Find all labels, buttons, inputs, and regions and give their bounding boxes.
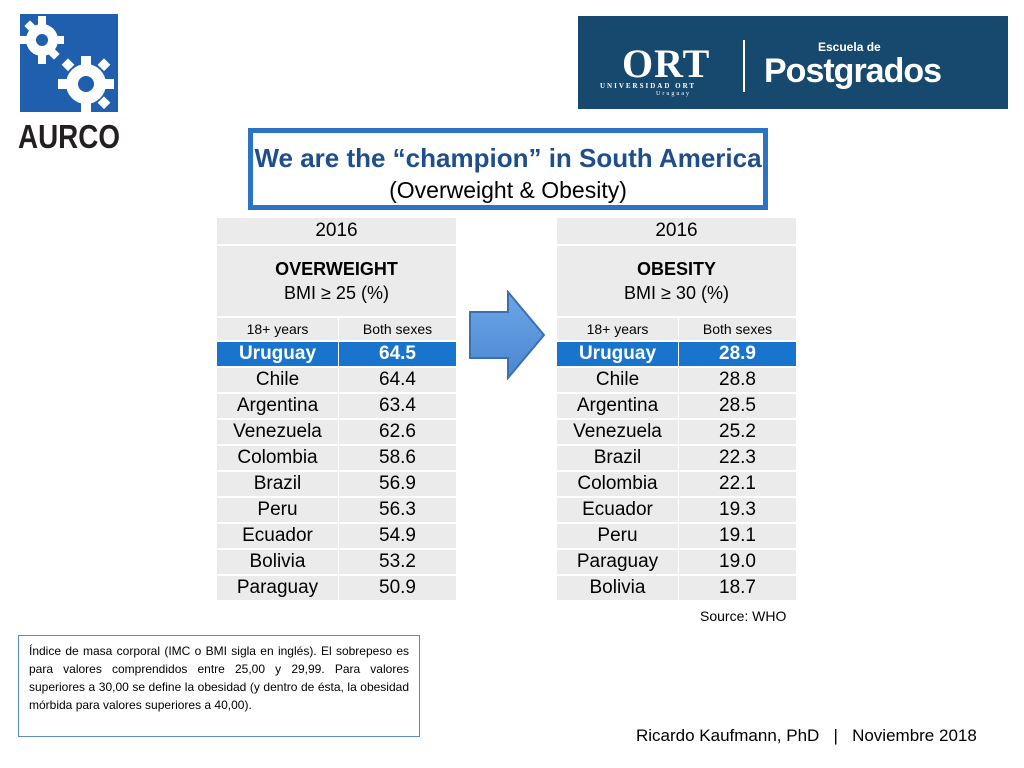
value-cell: 64.4 xyxy=(339,368,457,394)
table-row: Colombia 22.1 xyxy=(557,472,797,498)
country-cell: Brazil xyxy=(217,472,339,498)
table-row: Uruguay 28.9 xyxy=(557,342,797,368)
table-row: Venezuela 25.2 xyxy=(557,420,797,446)
table-row: Bolivia 18.7 xyxy=(557,576,797,602)
obesity-age: 18+ years xyxy=(557,318,679,342)
country-cell: Paraguay xyxy=(217,576,339,602)
slide-subtitle: (Overweight & Obesity) xyxy=(389,177,627,203)
value-cell: 56.3 xyxy=(339,498,457,524)
overweight-table: 2016 OVERWEIGHT BMI ≥ 25 (%) 18+ years B… xyxy=(217,218,457,602)
country-cell: Peru xyxy=(217,498,339,524)
table-row: Venezuela 62.6 xyxy=(217,420,457,446)
country-cell: Uruguay xyxy=(557,342,679,368)
aurco-wordmark: AURCO xyxy=(18,118,120,155)
value-cell: 64.5 xyxy=(339,342,457,368)
escuela-text: Escuela de xyxy=(818,40,881,54)
postgrados-text: Postgrados xyxy=(764,52,942,90)
obesity-table: 2016 OBESITY BMI ≥ 30 (%) 18+ years Both… xyxy=(557,218,797,602)
slide-title: We are the “champion” in South America xyxy=(254,143,762,173)
country-cell: Bolivia xyxy=(217,550,339,576)
right-arrow-icon xyxy=(469,290,546,380)
overweight-sexes: Both sexes xyxy=(339,318,457,342)
obesity-header: OBESITY BMI ≥ 30 (%) xyxy=(557,246,797,318)
value-cell: 22.3 xyxy=(679,446,797,472)
table-row: Brazil 56.9 xyxy=(217,472,457,498)
country-cell: Argentina xyxy=(557,394,679,420)
footer-credit: Ricardo Kaufmann, PhD | Noviembre 2018 xyxy=(636,726,977,745)
value-cell: 28.8 xyxy=(679,368,797,394)
table-row: Uruguay 64.5 xyxy=(217,342,457,368)
obesity-heading: OBESITY xyxy=(636,259,716,279)
table-row: Peru 19.1 xyxy=(557,524,797,550)
overweight-age: 18+ years xyxy=(217,318,339,342)
table-row: Paraguay 50.9 xyxy=(217,576,457,602)
overweight-year: 2016 xyxy=(217,218,457,246)
country-cell: Paraguay xyxy=(557,550,679,576)
value-cell: 58.6 xyxy=(339,446,457,472)
table-row: Argentina 28.5 xyxy=(557,394,797,420)
title-box: We are the “champion” in South America (… xyxy=(248,128,768,210)
value-cell: 63.4 xyxy=(339,394,457,420)
obesity-criteria: BMI ≥ 30 (%) xyxy=(624,283,729,303)
table-row: Chile 64.4 xyxy=(217,368,457,394)
table-row: Paraguay 19.0 xyxy=(557,550,797,576)
value-cell: 28.5 xyxy=(679,394,797,420)
value-cell: 62.6 xyxy=(339,420,457,446)
overweight-heading: OVERWEIGHT xyxy=(275,259,398,279)
value-cell: 28.9 xyxy=(679,342,797,368)
value-cell: 56.9 xyxy=(339,472,457,498)
country-cell: Ecuador xyxy=(217,524,339,550)
table-row: Bolivia 53.2 xyxy=(217,550,457,576)
country-cell: Argentina xyxy=(217,394,339,420)
overweight-criteria: BMI ≥ 25 (%) xyxy=(284,283,389,303)
country-cell: Ecuador xyxy=(557,498,679,524)
value-cell: 22.1 xyxy=(679,472,797,498)
value-cell: 50.9 xyxy=(339,576,457,602)
gear-logo-icon: AURCO xyxy=(18,14,120,155)
country-cell: Bolivia xyxy=(557,576,679,602)
bmi-note: Índice de masa corporal (IMC o BMI sigla… xyxy=(18,635,420,737)
country-cell: Colombia xyxy=(217,446,339,472)
country-cell: Colombia xyxy=(557,472,679,498)
table-row: Ecuador 19.3 xyxy=(557,498,797,524)
ort-country-text: Uruguay xyxy=(656,91,691,97)
value-cell: 53.2 xyxy=(339,550,457,576)
value-cell: 19.1 xyxy=(679,524,797,550)
country-cell: Venezuela xyxy=(217,420,339,446)
country-cell: Chile xyxy=(217,368,339,394)
table-row: Ecuador 54.9 xyxy=(217,524,457,550)
value-cell: 19.3 xyxy=(679,498,797,524)
table-row: Argentina 63.4 xyxy=(217,394,457,420)
ort-wordmark: ORT xyxy=(622,41,711,86)
ort-university-text: UNIVERSIDAD ORT xyxy=(600,82,697,90)
overweight-header: OVERWEIGHT BMI ≥ 25 (%) xyxy=(217,246,457,318)
value-cell: 54.9 xyxy=(339,524,457,550)
aurco-logo: AURCO xyxy=(18,12,122,158)
table-row: Brazil 22.3 xyxy=(557,446,797,472)
logo-divider xyxy=(743,40,745,92)
obesity-sexes: Both sexes xyxy=(679,318,797,342)
source-label: Source: WHO xyxy=(700,608,787,624)
country-cell: Brazil xyxy=(557,446,679,472)
value-cell: 18.7 xyxy=(679,576,797,602)
table-row: Chile 28.8 xyxy=(557,368,797,394)
ort-postgrados-logo: ORT UNIVERSIDAD ORT Uruguay Escuela de P… xyxy=(578,16,1008,109)
country-cell: Peru xyxy=(557,524,679,550)
obesity-year: 2016 xyxy=(557,218,797,246)
table-row: Colombia 58.6 xyxy=(217,446,457,472)
country-cell: Uruguay xyxy=(217,342,339,368)
country-cell: Venezuela xyxy=(557,420,679,446)
value-cell: 25.2 xyxy=(679,420,797,446)
table-row: Peru 56.3 xyxy=(217,498,457,524)
value-cell: 19.0 xyxy=(679,550,797,576)
country-cell: Chile xyxy=(557,368,679,394)
